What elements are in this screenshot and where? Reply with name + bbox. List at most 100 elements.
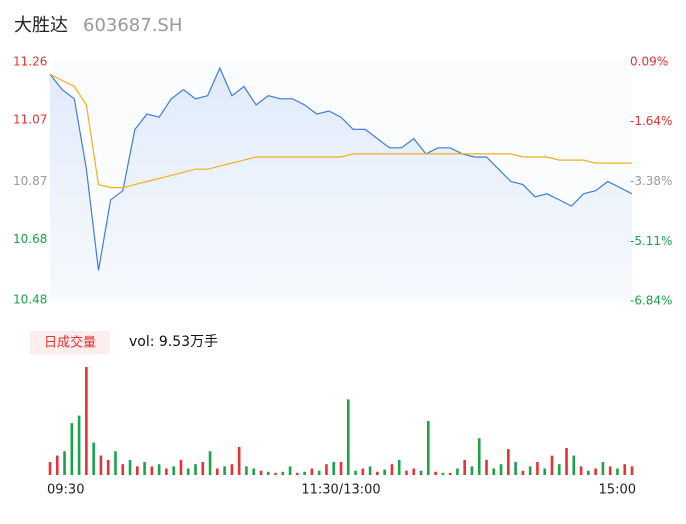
volume-bar (346, 399, 350, 475)
volume-bar (434, 471, 437, 475)
legend-label: 日成交量 (44, 335, 96, 351)
volume-bar (412, 468, 416, 475)
volume-bar (237, 446, 241, 475)
volume-bar (557, 464, 561, 475)
volume-bar (543, 468, 546, 475)
volume-bar (106, 459, 110, 475)
y2-tick-label: 0.09% (630, 55, 668, 69)
volume-bar (499, 464, 503, 475)
y2-tick-label: -5.11% (630, 234, 672, 248)
volume-bar (325, 464, 328, 475)
volume-bar (266, 471, 270, 475)
price-area (50, 68, 632, 301)
volume-bar (572, 455, 576, 475)
volume-bar (194, 464, 197, 475)
y-tick-label: 10.48 (13, 293, 47, 307)
volume-bar (136, 466, 139, 475)
volume-bar (245, 466, 248, 475)
volume-bar (303, 471, 306, 475)
volume-bar (223, 466, 226, 475)
volume-bar (172, 466, 175, 475)
volume-bar (448, 472, 452, 475)
volume-bar (179, 459, 183, 475)
volume-bar (521, 470, 525, 475)
volume-bar (630, 466, 634, 475)
volume-bar (456, 468, 459, 475)
volume-bar (77, 415, 81, 475)
y-tick-label: 10.87 (13, 174, 47, 188)
volume-bar (390, 464, 394, 475)
volume-bar (274, 472, 277, 475)
volume-bar (296, 472, 299, 475)
volume-bar (477, 438, 481, 475)
volume-bar (608, 466, 612, 475)
y-tick-label: 11.26 (13, 55, 47, 69)
volume-bar (99, 455, 103, 475)
stock-code: 603687.SH (83, 15, 182, 36)
volume-bar (594, 468, 597, 475)
volume-bar (485, 459, 488, 475)
volume-bar (85, 367, 88, 475)
volume-bar (55, 455, 59, 475)
price-line (49, 73, 632, 189)
legend-box (30, 331, 110, 354)
volume-bar (565, 448, 568, 475)
volume-bar (332, 462, 336, 475)
volume-bar (288, 466, 292, 475)
volume-bar (186, 468, 190, 475)
y2-tick-label: -6.84% (630, 294, 672, 308)
volume-bar (92, 442, 95, 475)
y2-tick-label: -1.64% (630, 114, 672, 128)
volume-bar (579, 466, 583, 475)
volume-bar (339, 462, 343, 475)
volume-bar (201, 462, 205, 475)
volume-bar (536, 462, 539, 475)
volume-bar (441, 472, 445, 475)
volume-bar (143, 462, 146, 475)
volume-bar (361, 468, 365, 475)
volume-bar (121, 464, 125, 475)
x-tick-label: 11:30/13:00 (301, 483, 380, 498)
volume-bar (310, 468, 314, 475)
volume-bar (587, 470, 590, 475)
volume-bar (230, 464, 234, 475)
volume-bar (528, 466, 532, 475)
volume-bar (550, 455, 554, 475)
stock-name: 大胜达 (14, 15, 68, 36)
volume-bar (368, 466, 372, 475)
volume-bar (470, 466, 474, 475)
volume-bar (623, 464, 627, 475)
volume-bar (427, 421, 430, 475)
volume-bar (216, 468, 219, 475)
volume-bar (507, 449, 510, 475)
volume-bar (281, 471, 285, 475)
volume-bar (601, 462, 605, 475)
y2-tick-label: -3.38% (630, 174, 672, 188)
volume-bar (157, 464, 161, 475)
volume-bar (259, 470, 263, 475)
price-line (49, 66, 633, 271)
volume-bar (48, 462, 52, 475)
volume-bar (114, 451, 117, 475)
volume-bar (376, 471, 379, 475)
volume-bar (165, 468, 168, 475)
volume-bar (317, 470, 321, 475)
volume-info: vol: 9.53万手 (129, 334, 218, 350)
volume-bar (63, 451, 66, 475)
volume-bar (514, 462, 517, 475)
volume-bar (492, 468, 496, 475)
volume-bar (419, 470, 423, 475)
volume-bar (128, 459, 132, 475)
volume-bar (616, 468, 619, 475)
volume-bar (208, 451, 212, 475)
volume-bar (405, 470, 408, 475)
volume-bar (383, 469, 386, 475)
volume-bar (463, 459, 466, 475)
volume-bar (252, 468, 255, 475)
x-tick-label: 15:00 (599, 483, 636, 498)
volume-bar (397, 459, 401, 475)
volume-bar (150, 466, 154, 475)
volume-bar (70, 423, 74, 475)
volume-bar (354, 470, 357, 475)
